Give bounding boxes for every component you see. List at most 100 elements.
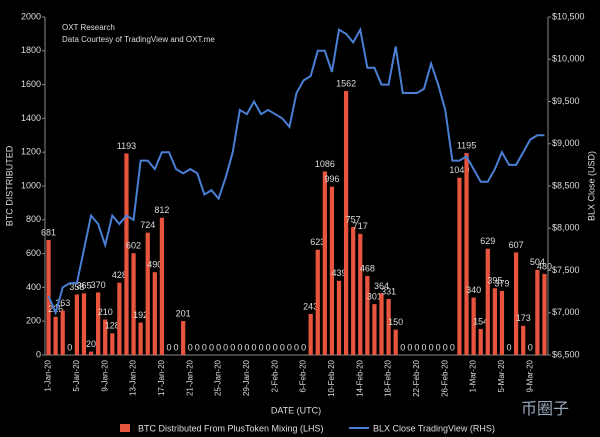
data-label: 681 — [41, 227, 56, 237]
data-label: 154 — [473, 316, 488, 326]
bar — [117, 282, 122, 355]
watermark: 币圈子 — [521, 400, 569, 418]
data-label: 243 — [303, 301, 318, 311]
bar — [74, 294, 80, 355]
bar — [485, 248, 490, 355]
data-label: 210 — [98, 307, 113, 317]
data-label: 1562 — [336, 78, 356, 88]
data-label: 623 — [310, 237, 325, 247]
legend-label: BLX Close TradingView (RHS) — [373, 423, 495, 433]
x-tick-label: 2-Feb-20 — [270, 359, 279, 392]
y-tick-label: 0 — [36, 349, 41, 359]
data-label: 607 — [509, 240, 524, 250]
x-tick-label: 14-Feb-20 — [355, 359, 364, 396]
bar — [358, 233, 363, 355]
y-tick-label: 600 — [26, 248, 41, 258]
bar — [103, 319, 108, 355]
data-label: 0 — [436, 342, 441, 352]
data-label: 370 — [91, 280, 106, 290]
data-label: 0 — [414, 342, 419, 352]
bar — [110, 333, 115, 355]
bar — [124, 153, 129, 355]
x-tick-label: 5-Jan-20 — [72, 359, 81, 391]
bar — [131, 253, 136, 355]
data-label: 150 — [388, 317, 403, 327]
x-tick-label: 22-Feb-20 — [412, 359, 421, 396]
y-tick-label: 1200 — [21, 147, 41, 157]
data-label: 173 — [516, 313, 531, 323]
x-tick-label: 5-Mar-20 — [497, 359, 506, 392]
data-label: 0 — [443, 342, 448, 352]
data-label: 0 — [407, 342, 412, 352]
y-tick-label: 2000 — [21, 11, 41, 21]
data-label: 0 — [166, 342, 171, 352]
bar — [542, 273, 547, 355]
y-tick-label: 1800 — [21, 45, 41, 55]
bar — [535, 269, 540, 355]
data-label: 0 — [528, 342, 533, 352]
data-label: 395 — [487, 276, 502, 286]
data-label: 331 — [381, 286, 396, 296]
data-label: 468 — [360, 263, 375, 273]
bar — [145, 232, 150, 355]
data-label: 0 — [287, 342, 292, 352]
y2-tick-label: $6,500 — [552, 349, 580, 359]
y2-tick-label: $9,000 — [552, 138, 580, 148]
data-label: 717 — [353, 221, 368, 231]
bar — [329, 186, 335, 355]
data-label: 757 — [346, 214, 361, 224]
bar — [457, 177, 462, 355]
data-label: 996 — [324, 174, 339, 184]
annotation: OXT Research — [62, 23, 115, 32]
bar — [88, 351, 94, 355]
x-tick-label: 1-Mar-20 — [469, 359, 478, 392]
x-axis-title: DATE (UTC) — [271, 405, 321, 415]
data-label: 0 — [301, 342, 306, 352]
bar — [351, 227, 356, 355]
bar — [343, 91, 349, 355]
bar — [60, 310, 65, 355]
bar — [152, 272, 157, 355]
y2-tick-label: $10,500 — [552, 11, 585, 21]
bar — [336, 280, 342, 355]
data-label: 0 — [195, 342, 200, 352]
y2-tick-label: $7,500 — [552, 265, 580, 275]
data-label: 364 — [374, 281, 389, 291]
bar — [53, 316, 58, 355]
data-label: 0 — [209, 342, 214, 352]
data-label: 0 — [223, 342, 228, 352]
x-tick-label: 29-Jan-20 — [242, 359, 251, 396]
bar — [138, 322, 143, 355]
data-label: 490 — [147, 260, 162, 270]
data-label: 201 — [176, 308, 191, 318]
data-label: 0 — [251, 342, 256, 352]
bar — [372, 304, 377, 355]
data-label: 1086 — [315, 159, 335, 169]
bar — [322, 171, 327, 355]
data-label: 0 — [237, 342, 242, 352]
y2-tick-label: $10,000 — [552, 54, 585, 64]
data-label: 0 — [273, 342, 278, 352]
y-tick-label: 800 — [26, 214, 41, 224]
bar — [464, 153, 469, 355]
data-label: 602 — [126, 241, 141, 251]
data-label: 0 — [202, 342, 207, 352]
bar — [478, 328, 483, 355]
data-label: 504 — [530, 257, 545, 267]
x-tick-label: 9-Mar-20 — [525, 359, 534, 392]
x-tick-label: 9-Jan-20 — [100, 359, 109, 391]
data-label: 480 — [537, 261, 552, 271]
data-label: 0 — [230, 342, 235, 352]
bar — [96, 292, 101, 355]
data-label: 629 — [480, 236, 495, 246]
data-label: 192 — [133, 310, 148, 320]
data-label: 0 — [174, 342, 179, 352]
data-label: 301 — [367, 292, 382, 302]
data-label: 0 — [422, 342, 427, 352]
data-label: 0 — [67, 342, 72, 352]
data-label: 340 — [466, 285, 481, 295]
bar — [308, 313, 313, 355]
data-label: 0 — [450, 342, 455, 352]
bar — [499, 290, 505, 355]
